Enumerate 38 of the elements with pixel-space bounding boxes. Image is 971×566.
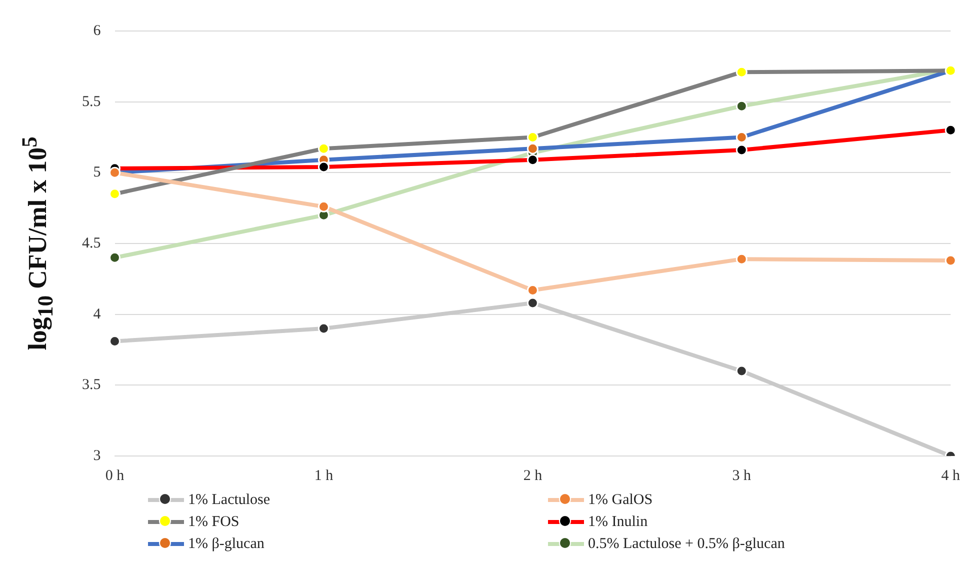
point <box>736 100 748 112</box>
y-tick-label: 3.5 <box>82 377 101 394</box>
point <box>109 336 120 347</box>
point <box>736 253 748 265</box>
legend-label: 0.5% Lactulose + 0.5% β-glucan <box>588 536 785 552</box>
y-tick-label: 5.5 <box>82 94 101 110</box>
x-tick-label: 4 h <box>941 468 960 484</box>
point <box>526 132 538 143</box>
point <box>318 161 330 173</box>
point <box>109 252 120 264</box>
point <box>526 297 538 309</box>
point <box>736 144 748 156</box>
legend-label: 1% Lactulose <box>188 492 270 508</box>
legend-label: 1% β-glucan <box>188 536 264 552</box>
x-tick-label: 2 h <box>523 468 543 484</box>
x-tick-label: 0 h <box>105 468 125 484</box>
point <box>318 200 330 212</box>
point <box>318 322 330 334</box>
x-tick-label: 3 h <box>732 468 752 484</box>
point <box>526 154 538 166</box>
legend-label: 1% Inulin <box>588 514 648 530</box>
point <box>526 142 538 154</box>
y-tick-label: 6 <box>93 22 102 39</box>
point <box>736 365 748 377</box>
point <box>736 66 748 78</box>
y-tick-label: 4.5 <box>82 235 101 252</box>
y-tick-label: 5 <box>93 164 101 181</box>
y-tick-label: 4 <box>93 306 102 322</box>
legend-label: 1% GalOS <box>588 492 653 508</box>
point <box>318 142 330 154</box>
x-tick-label: 1 h <box>314 468 334 484</box>
y-tick-label: 3 <box>93 448 101 464</box>
point <box>944 254 956 266</box>
point <box>944 124 956 136</box>
point <box>736 132 748 143</box>
point <box>526 284 538 296</box>
legend-label: 1% FOS <box>188 514 240 530</box>
point <box>109 188 120 200</box>
